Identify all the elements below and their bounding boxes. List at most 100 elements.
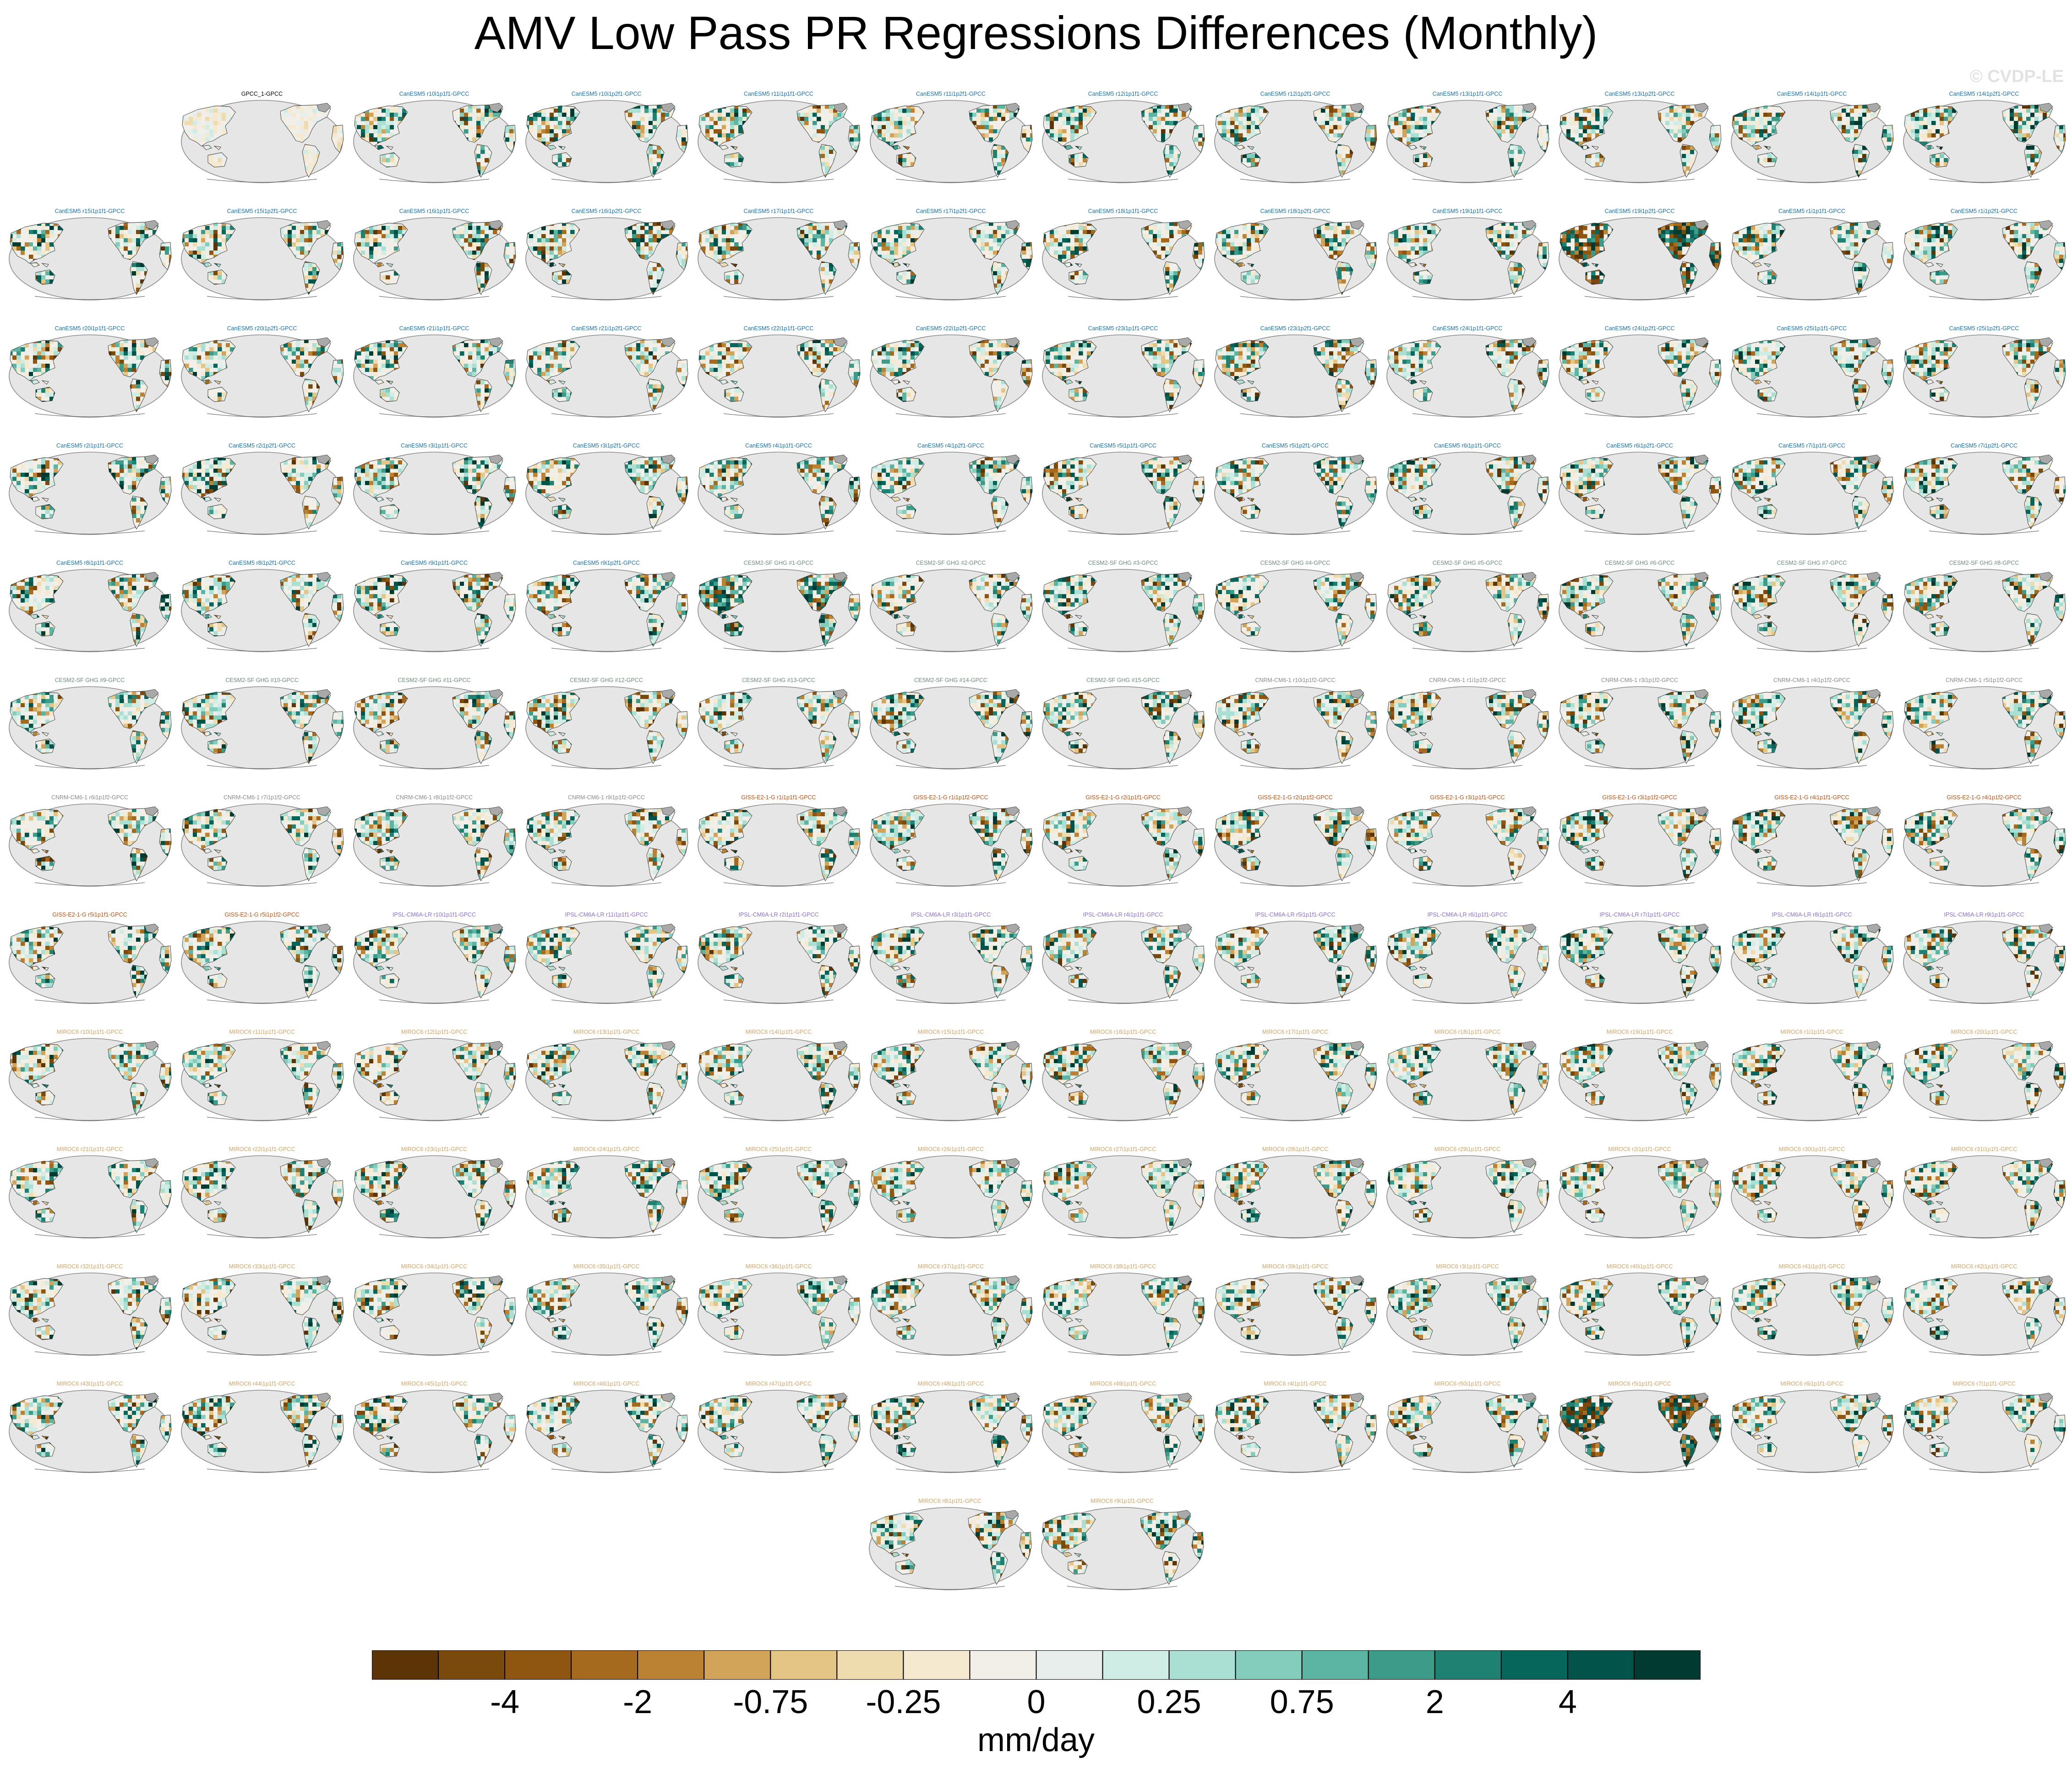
map-panel-title: MIROC6 r38i1p1f1-GPCC bbox=[1090, 1263, 1156, 1270]
map-panel-body bbox=[1902, 1154, 2068, 1243]
map-panel-body bbox=[1213, 450, 1379, 539]
map-panel-body bbox=[868, 568, 1035, 656]
map-panel-title: IPSL-CM6A-LR r7i1p1f1-GPCC bbox=[1599, 912, 1679, 918]
map-panel-body bbox=[7, 216, 174, 305]
map-panel: CanESM5 r13i1p1f1-GPCC bbox=[1385, 91, 1550, 185]
map-panel-body bbox=[352, 450, 518, 539]
map-panel-title: CanESM5 r1i1p1f1-GPCC bbox=[1778, 208, 1845, 214]
map-panel-body bbox=[868, 98, 1035, 187]
map-panel-title: MIROC6 r20i1p1f1-GPCC bbox=[1951, 1029, 2017, 1035]
map-panel: CanESM5 r8i1p2f1-GPCC bbox=[180, 560, 344, 654]
map-panel: GISS-E2-1-G r1i1p1f1-GPCC bbox=[696, 795, 861, 888]
map-panel-title: MIROC6 r45i1p1f1-GPCC bbox=[401, 1381, 468, 1387]
map-panel: MIROC6 r48i1p1f1-GPCC bbox=[868, 1381, 1033, 1474]
map-panel-title: MIROC6 r35i1p1f1-GPCC bbox=[573, 1263, 640, 1270]
map-panel-title: CanESM5 r2i1p1f1-GPCC bbox=[56, 442, 123, 449]
colorbar-tick-label: -0.25 bbox=[866, 1683, 941, 1721]
map-panel: MIROC6 r28i1p1f1-GPCC bbox=[1213, 1146, 1378, 1240]
map-panel-title: MIROC6 r10i1p1f1-GPCC bbox=[57, 1029, 123, 1035]
map-panel: GISS-E2-1-G r5i1p1f1-GPCC bbox=[7, 912, 172, 1005]
map-panel-body bbox=[1557, 919, 1723, 1008]
map-panel: CanESM5 r23i1p1f1-GPCC bbox=[1041, 326, 1205, 419]
map-panel-title: CanESM5 r22i1p2f1-GPCC bbox=[916, 325, 986, 332]
map-panel: IPSL-CM6A-LR r4i1p1f1-GPCC bbox=[1041, 912, 1205, 1005]
map-panel-body bbox=[1902, 1388, 2068, 1477]
map-panel-body bbox=[1729, 919, 1896, 1008]
map-panel-title: CanESM5 r6i1p1f1-GPCC bbox=[1434, 442, 1501, 449]
map-panel-title: CanESM5 r22i1p1f1-GPCC bbox=[744, 325, 814, 332]
colorbar-bin bbox=[837, 1650, 903, 1680]
map-panel: MIROC6 r5i1p1f1-GPCC bbox=[1557, 1381, 1722, 1474]
map-panel-title: CESM2-SF GHG #15-GPCC bbox=[1086, 677, 1160, 683]
map-panel-body bbox=[1557, 802, 1723, 891]
map-panel: IPSL-CM6A-LR r2i1p1f1-GPCC bbox=[696, 912, 861, 1005]
colorbar-bin bbox=[1036, 1650, 1103, 1680]
map-panel: CESM2-SF GHG #1-GPCC bbox=[696, 560, 861, 654]
map-panel: CanESM5 r17i1p2f1-GPCC bbox=[868, 208, 1033, 302]
colorbar-tick-label: 0.75 bbox=[1270, 1683, 1334, 1721]
map-panel: CNRM-CM6-1 r10i1p1f2-GPCC bbox=[1213, 677, 1378, 771]
map-panel: IPSL-CM6A-LR r8i1p1f1-GPCC bbox=[1729, 912, 1894, 1005]
map-panel-body bbox=[868, 450, 1035, 539]
map-panel: MIROC6 r38i1p1f1-GPCC bbox=[1041, 1264, 1205, 1357]
map-panel: GISS-E2-1-G r1i1p1f2-GPCC bbox=[868, 795, 1033, 888]
map-panel-body bbox=[1213, 1388, 1379, 1477]
map-panel-body bbox=[868, 685, 1035, 774]
map-panel: MIROC6 r17i1p1f1-GPCC bbox=[1213, 1029, 1378, 1123]
map-panel-body bbox=[524, 802, 690, 891]
map-panel: CanESM5 r2i1p1f1-GPCC bbox=[7, 443, 172, 536]
map-panel-body bbox=[1902, 685, 2068, 774]
map-panel-body bbox=[1041, 802, 1207, 891]
map-panel-body bbox=[7, 1037, 174, 1125]
map-panel: MIROC6 r18i1p1f1-GPCC bbox=[1385, 1029, 1550, 1123]
map-panel-title: CanESM5 r17i1p2f1-GPCC bbox=[916, 208, 986, 214]
map-panel-body bbox=[352, 1037, 518, 1125]
colorbar-bin bbox=[1169, 1650, 1236, 1680]
map-panel: MIROC6 r27i1p1f1-GPCC bbox=[1041, 1146, 1205, 1240]
map-panel: MIROC6 r9i1p1f1-GPCC bbox=[1040, 1498, 1205, 1592]
map-panel-title: CanESM5 r24i1p2f1-GPCC bbox=[1605, 325, 1675, 332]
map-panel: IPSL-CM6A-LR r9i1p1f1-GPCC bbox=[1902, 912, 2067, 1005]
colorbar-bin bbox=[1302, 1650, 1369, 1680]
map-panel-body bbox=[1213, 568, 1379, 656]
map-panel-title: GISS-E2-1-G r4i1p1f1-GPCC bbox=[1774, 794, 1849, 801]
map-panel-title: CNRM-CM6-1 r1i1p1f2-GPCC bbox=[1429, 677, 1506, 683]
map-panel-title: CanESM5 r13i1p1f1-GPCC bbox=[1433, 91, 1503, 97]
map-panel: CanESM5 r4i1p2f1-GPCC bbox=[868, 443, 1033, 536]
map-panel: MIROC6 r14i1p1f1-GPCC bbox=[696, 1029, 861, 1123]
map-panel-title: CanESM5 r10i1p2f1-GPCC bbox=[572, 91, 642, 97]
map-panel-title: CanESM5 r9i1p2f1-GPCC bbox=[573, 560, 640, 566]
map-panel-body bbox=[1041, 685, 1207, 774]
map-panel-title: IPSL-CM6A-LR r4i1p1f1-GPCC bbox=[1083, 912, 1163, 918]
map-panel: MIROC6 r47i1p1f1-GPCC bbox=[696, 1381, 861, 1474]
map-panel-title: MIROC6 r5i1p1f1-GPCC bbox=[1608, 1381, 1671, 1387]
map-panel-body bbox=[696, 1037, 862, 1125]
colorbar-bin bbox=[1634, 1650, 1701, 1680]
map-panel-title: CanESM5 r8i1p2f1-GPCC bbox=[229, 560, 295, 566]
map-panel: MIROC6 r31i1p1f1-GPCC bbox=[1902, 1146, 2067, 1240]
map-panel: MIROC6 r40i1p1f1-GPCC bbox=[1557, 1264, 1722, 1357]
map-panel: CanESM5 r7i1p2f1-GPCC bbox=[1902, 443, 2067, 536]
map-panel: CanESM5 r10i1p1f1-GPCC bbox=[352, 91, 517, 185]
map-panel-body bbox=[868, 216, 1035, 305]
map-panel-title: CanESM5 r20i1p2f1-GPCC bbox=[227, 325, 297, 332]
map-panel-title: CanESM5 r20i1p1f1-GPCC bbox=[55, 325, 125, 332]
map-panel-title: CanESM5 r12i1p2f1-GPCC bbox=[1260, 91, 1330, 97]
map-panel-title: CanESM5 r4i1p1f1-GPCC bbox=[745, 442, 812, 449]
map-panel: CanESM5 r17i1p1f1-GPCC bbox=[696, 208, 861, 302]
map-panel-title: MIROC6 r48i1p1f1-GPCC bbox=[918, 1381, 984, 1387]
map-panel: CanESM5 r20i1p1f1-GPCC bbox=[7, 326, 172, 419]
map-panel-title: MIROC6 r47i1p1f1-GPCC bbox=[746, 1381, 812, 1387]
map-panel: CanESM5 r16i1p1f1-GPCC bbox=[352, 208, 517, 302]
map-panel-title: MIROC6 r44i1p1f1-GPCC bbox=[229, 1381, 295, 1387]
map-panel-body bbox=[1729, 1037, 1896, 1125]
colorbar-bin bbox=[571, 1650, 638, 1680]
map-panel: CanESM5 r22i1p2f1-GPCC bbox=[868, 326, 1033, 419]
map-panel-body bbox=[180, 333, 346, 422]
map-panel-title: MIROC6 r3i1p1f1-GPCC bbox=[1436, 1263, 1499, 1270]
map-panel-title: CanESM5 r9i1p1f1-GPCC bbox=[401, 560, 468, 566]
map-panel-title: MIROC6 r26i1p1f1-GPCC bbox=[918, 1146, 984, 1152]
map-panel-title: MIROC6 r25i1p1f1-GPCC bbox=[746, 1146, 812, 1152]
map-panel-title: CanESM5 r15i1p1f1-GPCC bbox=[55, 208, 125, 214]
